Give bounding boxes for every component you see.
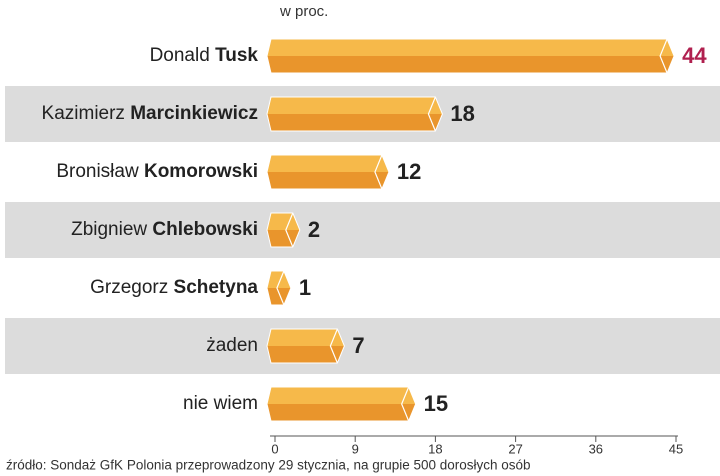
category-label: nie wiem (183, 393, 258, 414)
category-label: Kazimierz Marcinkiewicz (42, 103, 258, 124)
x-tick-label: 27 (508, 441, 522, 456)
bar (266, 270, 292, 306)
bar-cap (659, 38, 668, 74)
value-label: 44 (682, 43, 707, 68)
bar-cap (427, 96, 436, 132)
bar-cap (285, 212, 294, 248)
value-label: 15 (424, 391, 448, 416)
row-band (5, 202, 720, 258)
bar (266, 386, 417, 422)
bar (266, 154, 390, 190)
value-label: 18 (450, 101, 474, 126)
category-label: żaden (206, 335, 258, 356)
value-label: 2 (308, 217, 320, 242)
x-tick-label: 0 (271, 441, 278, 456)
category-label: Grzegorz Schetyna (90, 277, 258, 298)
value-label: 12 (397, 159, 421, 184)
value-label: 1 (299, 275, 311, 300)
bar (266, 328, 345, 364)
x-tick-label: 45 (669, 441, 683, 456)
x-tick-label: 36 (589, 441, 603, 456)
bar (266, 212, 301, 248)
axis-label: w proc. (279, 3, 328, 20)
category-label: Bronisław Komorowski (56, 161, 258, 182)
row-band (5, 318, 720, 374)
bar-cap (276, 270, 285, 306)
bar (266, 38, 675, 74)
x-tick-label: 18 (428, 441, 442, 456)
source-note: źródło: Sondaż GfK Polonia przeprowadzon… (6, 458, 531, 473)
category-label: Donald Tusk (150, 45, 259, 66)
x-tick-label: 9 (352, 441, 359, 456)
bar-cap (329, 328, 338, 364)
value-label: 7 (352, 333, 364, 358)
category-label: Zbigniew Chlebowski (71, 219, 258, 240)
bar-cap (374, 154, 383, 190)
bar (266, 96, 443, 132)
bar-cap (401, 386, 410, 422)
